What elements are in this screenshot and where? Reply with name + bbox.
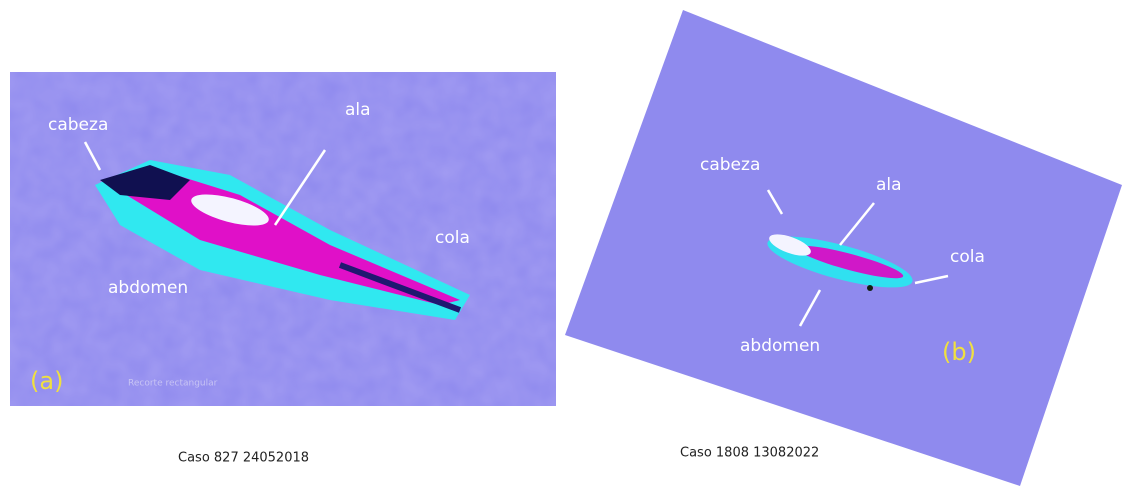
label: ala [345, 100, 371, 120]
panel-tag: (a) [30, 367, 63, 395]
label: cola [950, 247, 985, 267]
pointer [798, 289, 822, 327]
specimen [100, 165, 190, 200]
label: abdomen [108, 278, 188, 298]
watermark: Recorte rectangular [128, 379, 218, 389]
label: cola [435, 228, 470, 248]
caption: Caso 1808 13082022 [680, 446, 819, 461]
panel-a: cabeza ala cola abdomen (a) Recorte rect… [10, 72, 556, 406]
label: abdomen [740, 336, 820, 356]
specimen [338, 262, 462, 313]
pointer [914, 274, 949, 285]
specimen [769, 234, 811, 256]
pointer [839, 202, 875, 246]
panel-b: cabeza ala cola abdomen (b) [565, 10, 1122, 486]
label: cabeza [700, 155, 760, 175]
specimen [191, 194, 269, 226]
pointer [83, 141, 102, 171]
panel-tag: (b) [942, 338, 976, 366]
specimen [796, 245, 904, 279]
label: ala [876, 175, 902, 195]
caption: Caso 827 24052018 [178, 451, 309, 466]
pointer [273, 149, 327, 226]
label: cabeza [48, 115, 108, 135]
specimen [867, 285, 873, 291]
pointer [766, 189, 784, 215]
